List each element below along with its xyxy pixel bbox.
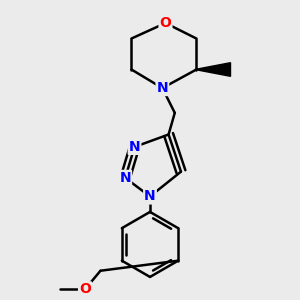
Polygon shape	[195, 63, 230, 76]
Text: N: N	[119, 171, 131, 185]
Text: O: O	[160, 16, 171, 30]
Text: N: N	[144, 189, 156, 203]
Text: N: N	[157, 81, 168, 95]
Text: N: N	[129, 140, 140, 154]
Text: O: O	[79, 282, 91, 296]
